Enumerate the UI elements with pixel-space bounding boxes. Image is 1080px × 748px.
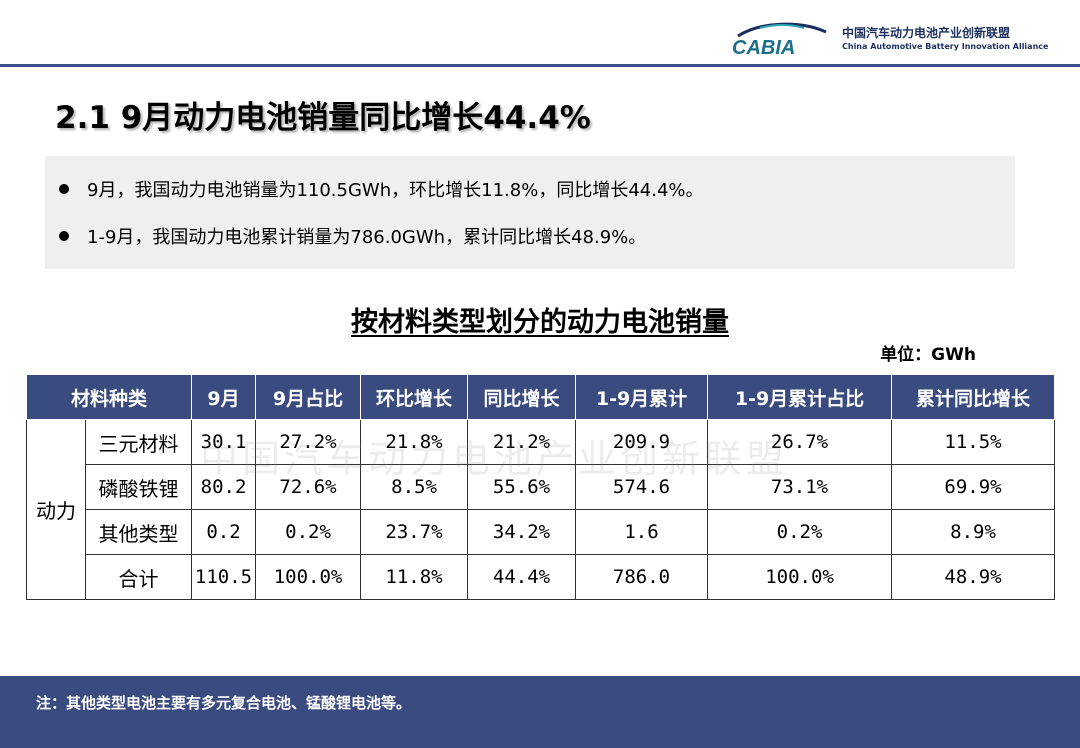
table-cell: 100.0%	[255, 554, 362, 600]
table-row: 其他类型 0.2 0.2% 23.7% 34.2% 1.6 0.2% 8.9%	[27, 509, 1056, 555]
table-cell: 786.0	[575, 554, 709, 600]
table-cell: 21.2%	[467, 419, 577, 465]
table-cell: 11.5%	[891, 419, 1056, 465]
table-title: 按材料类型划分的动力电池销量	[351, 307, 729, 338]
summary-item: 9月，我国动力电池销量为110.5GWh，环比增长11.8%，同比增长44.4%…	[59, 176, 704, 202]
slide-title: 2.1 9月动力电池销量同比增长44.4%	[55, 100, 591, 136]
table-header-row: 材料种类 9月 9月占比 环比增长 同比增长 1-9月累计 1-9月累计占比 累…	[25, 374, 1056, 420]
org-name-cn: 中国汽车动力电池产业创新联盟	[842, 26, 1011, 40]
table-cell: 1.6	[575, 509, 709, 555]
bullet-icon	[59, 231, 69, 241]
summary-box: 9月，我国动力电池销量为110.5GWh，环比增长11.8%，同比增长44.4%…	[45, 156, 1015, 269]
header-cell: 9月占比	[255, 374, 362, 420]
table-cell: 0.2%	[707, 509, 893, 555]
sales-table: 材料种类 9月 9月占比 环比增长 同比增长 1-9月累计 1-9月累计占比 累…	[25, 374, 1056, 600]
table-cell: 27.2%	[255, 419, 362, 465]
group-label-cell: 动力	[26, 419, 86, 600]
table-cell: 11.8%	[360, 554, 469, 600]
table-cell: 0.2	[191, 509, 257, 555]
header-cell: 9月	[191, 374, 257, 420]
table-cell: 23.7%	[360, 509, 469, 555]
table-cell: 110.5	[191, 554, 257, 600]
table-cell: 34.2%	[467, 509, 577, 555]
row-label-cell: 合计	[84, 554, 193, 600]
header-divider	[0, 64, 1080, 67]
table-cell: 69.9%	[891, 464, 1056, 510]
table-cell: 73.1%	[707, 464, 893, 510]
table-row: 磷酸铁锂 80.2 72.6% 8.5% 55.6% 574.6 73.1% 6…	[27, 464, 1056, 510]
cabia-logo: CABIA 中国汽车动力电池产业创新联盟 China Automotive Ba…	[730, 18, 1048, 58]
table-cell: 48.9%	[891, 554, 1056, 600]
header-cell: 材料种类	[25, 374, 193, 420]
header-cell: 环比增长	[360, 374, 469, 420]
row-label-cell: 其他类型	[84, 509, 193, 555]
org-name-en: China Automotive Battery Innovation Alli…	[842, 42, 1049, 51]
table-row-total: 合计 110.5 100.0% 11.8% 44.4% 786.0 100.0%…	[27, 554, 1056, 600]
table-cell: 8.9%	[891, 509, 1056, 555]
header-cell: 累计同比增长	[891, 374, 1056, 420]
table-cell: 8.5%	[360, 464, 469, 510]
table-cell: 26.7%	[707, 419, 893, 465]
footer-note: 注：其他类型电池主要有多元复合电池、锰酸锂电池等。	[36, 694, 412, 712]
row-label-cell: 三元材料	[84, 419, 193, 465]
table-cell: 72.6%	[255, 464, 362, 510]
table-row: 动力 三元材料 30.1 27.2% 21.8% 21.2% 209.9 26.…	[26, 419, 1056, 600]
summary-text: 1-9月，我国动力电池累计销量为786.0GWh，累计同比增长48.9%。	[87, 227, 647, 248]
table-cell: 100.0%	[707, 554, 893, 600]
row-label-cell: 磷酸铁锂	[84, 464, 193, 510]
unit-label: 单位：GWh	[880, 345, 976, 365]
table-cell: 209.9	[575, 419, 709, 465]
logo-wordmark: CABIA	[732, 37, 795, 58]
table-cell: 574.6	[575, 464, 709, 510]
table-cell: 21.8%	[360, 419, 469, 465]
bullet-icon	[59, 184, 69, 194]
table-cell: 0.2%	[255, 509, 362, 555]
table-cell: 44.4%	[467, 554, 577, 600]
table-cell: 30.1	[191, 419, 257, 465]
cabia-logo-icon: CABIA	[732, 22, 827, 58]
header-cell: 1-9月累计占比	[707, 374, 893, 420]
summary-item: 1-9月，我国动力电池累计销量为786.0GWh，累计同比增长48.9%。	[59, 223, 646, 249]
header-cell: 同比增长	[467, 374, 577, 420]
summary-text: 9月，我国动力电池销量为110.5GWh，环比增长11.8%，同比增长44.4%…	[87, 180, 704, 201]
table-cell: 80.2	[191, 464, 257, 510]
table-cell: 55.6%	[467, 464, 577, 510]
footer-bar: 注：其他类型电池主要有多元复合电池、锰酸锂电池等。	[0, 676, 1080, 748]
header-cell: 1-9月累计	[575, 374, 709, 420]
